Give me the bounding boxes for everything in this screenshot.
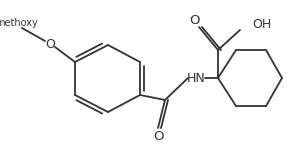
Text: O: O bbox=[153, 130, 163, 144]
Text: HN: HN bbox=[187, 72, 205, 84]
Text: OH: OH bbox=[252, 18, 271, 30]
Text: O: O bbox=[45, 38, 55, 51]
Text: methoxy: methoxy bbox=[0, 18, 38, 28]
Text: O: O bbox=[189, 14, 199, 27]
